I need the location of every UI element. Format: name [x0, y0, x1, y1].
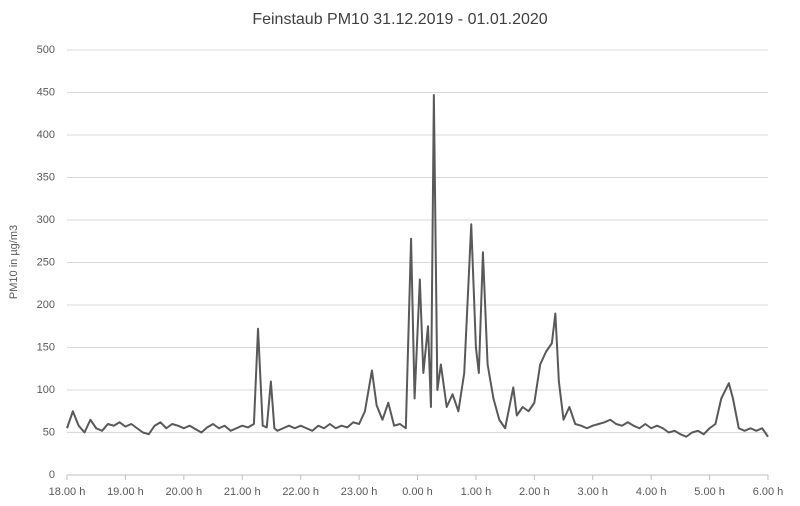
x-tick-label: 5.00 h — [694, 486, 725, 498]
x-tick-label: 23.00 h — [341, 486, 378, 498]
y-tick-label: 350 — [37, 171, 55, 183]
y-tick-label: 250 — [37, 256, 55, 268]
y-tick-label: 0 — [49, 469, 55, 481]
x-tick-label: 1.00 h — [461, 486, 492, 498]
x-tick-label: 18.00 h — [49, 486, 86, 498]
y-tick-label: 150 — [37, 341, 55, 353]
x-tick-label: 0.00 h — [402, 486, 433, 498]
x-tick-label: 3.00 h — [577, 486, 608, 498]
x-tick-label: 2.00 h — [519, 486, 550, 498]
y-tick-label: 100 — [37, 384, 55, 396]
data-line — [66, 94, 769, 438]
x-tick-label: 19.00 h — [107, 486, 144, 498]
y-tick-label: 450 — [37, 86, 55, 98]
chart-title: Feinstaub PM10 31.12.2019 - 01.01.2020 — [252, 11, 547, 28]
y-tick-label: 50 — [43, 426, 55, 438]
y-tick-label: 500 — [37, 44, 55, 56]
y-tick-label: 200 — [37, 299, 55, 311]
y-axis-label: PM10 in µg/m3 — [8, 225, 20, 299]
y-tick-label: 400 — [37, 129, 55, 141]
x-tick-label: 22.00 h — [282, 486, 319, 498]
x-tick-label: 4.00 h — [636, 486, 667, 498]
x-tick-label: 21.00 h — [224, 486, 261, 498]
y-tick-label: 300 — [37, 214, 55, 226]
x-tick-label: 6.00 h — [753, 486, 784, 498]
x-tick-label: 20.00 h — [165, 486, 202, 498]
